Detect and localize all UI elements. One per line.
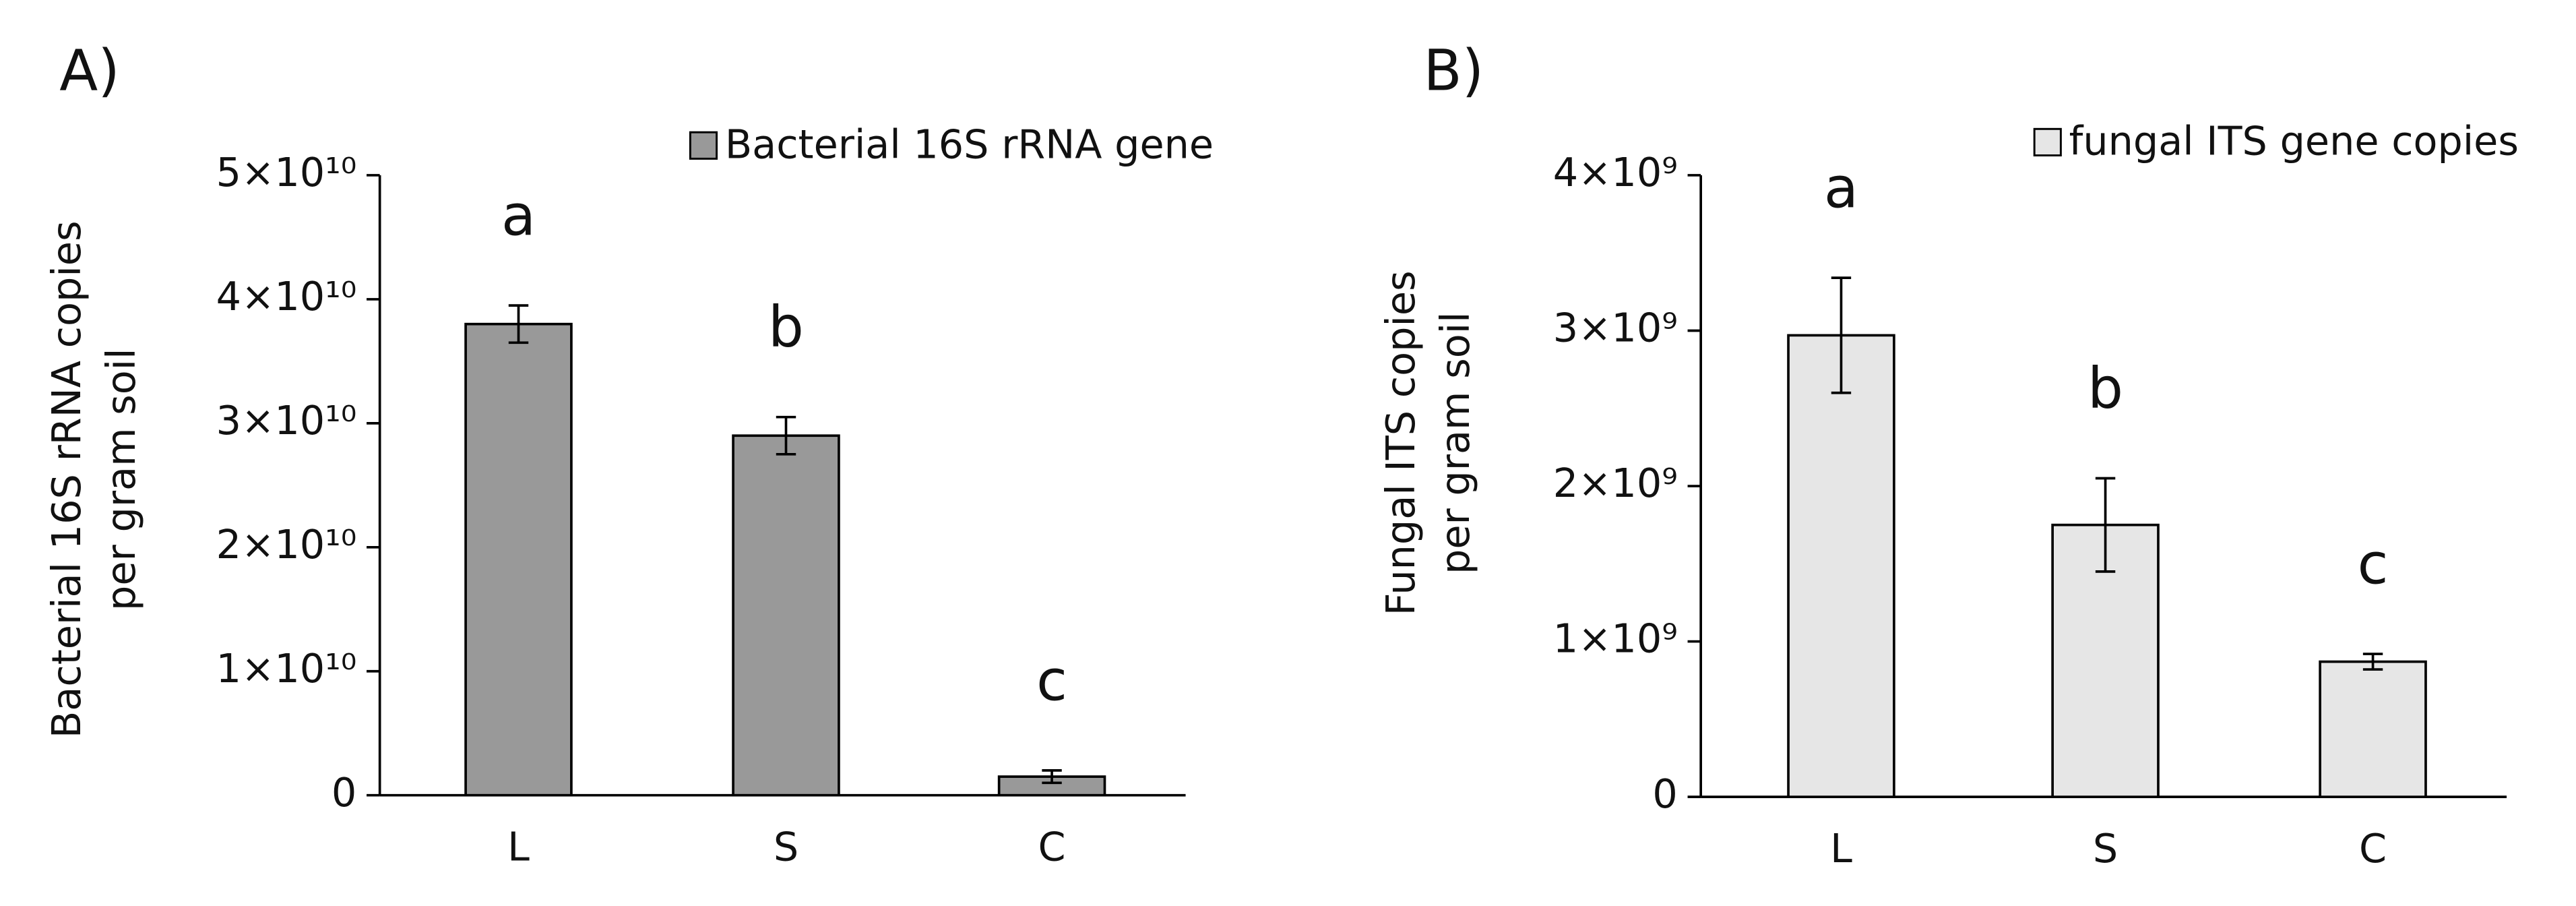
y-axis-label: per gram soil: [98, 348, 144, 610]
significance-letter: b: [2087, 356, 2123, 421]
y-tick-label: 2×10⁹: [1553, 460, 1678, 506]
bar: [732, 434, 840, 797]
y-tick-label: 4×10¹⁰: [216, 273, 357, 320]
bar: [997, 775, 1106, 797]
y-tick-label: 2×10¹⁰: [216, 521, 357, 568]
significance-letter: c: [1036, 648, 1067, 713]
x-tick-label: L: [507, 824, 530, 870]
y-tick-label: 5×10¹⁰: [216, 149, 357, 195]
y-axis-label: Fungal ITS copies: [1377, 270, 1424, 615]
bar: [2319, 660, 2427, 798]
y-tick-label: 1×10¹⁰: [216, 645, 357, 692]
significance-letter: a: [1824, 156, 1858, 221]
y-tick-label: 0: [332, 769, 356, 816]
panel-label: A): [59, 38, 119, 103]
legend-label: Bacterial 16S rRNA gene: [725, 121, 1214, 167]
x-tick-label: S: [774, 824, 798, 870]
y-tick-label: 1×10⁹: [1553, 615, 1678, 662]
legend-swatch: [689, 131, 718, 160]
significance-letter: c: [2358, 531, 2389, 597]
legend-label: fungal ITS gene copies: [2069, 117, 2519, 164]
x-tick-label: C: [2359, 825, 2387, 872]
significance-letter: b: [768, 295, 804, 360]
panel-label: B): [1423, 38, 1484, 103]
y-axis-label: per gram soil: [1432, 312, 1478, 574]
y-tick-label: 3×10⁹: [1553, 305, 1678, 351]
x-tick-label: C: [1038, 824, 1066, 870]
significance-letter: a: [501, 183, 536, 249]
x-tick-label: S: [2093, 825, 2118, 872]
y-tick-label: 4×10⁹: [1553, 149, 1678, 195]
x-tick-label: L: [1830, 825, 1852, 872]
bar: [464, 322, 573, 797]
y-tick-label: 0: [1652, 771, 1677, 817]
bar: [1787, 334, 1895, 798]
y-tick-label: 3×10¹⁰: [216, 397, 357, 444]
y-axis-label: Bacterial 16S rRNA copies: [43, 220, 90, 738]
legend-swatch: [2033, 127, 2062, 157]
